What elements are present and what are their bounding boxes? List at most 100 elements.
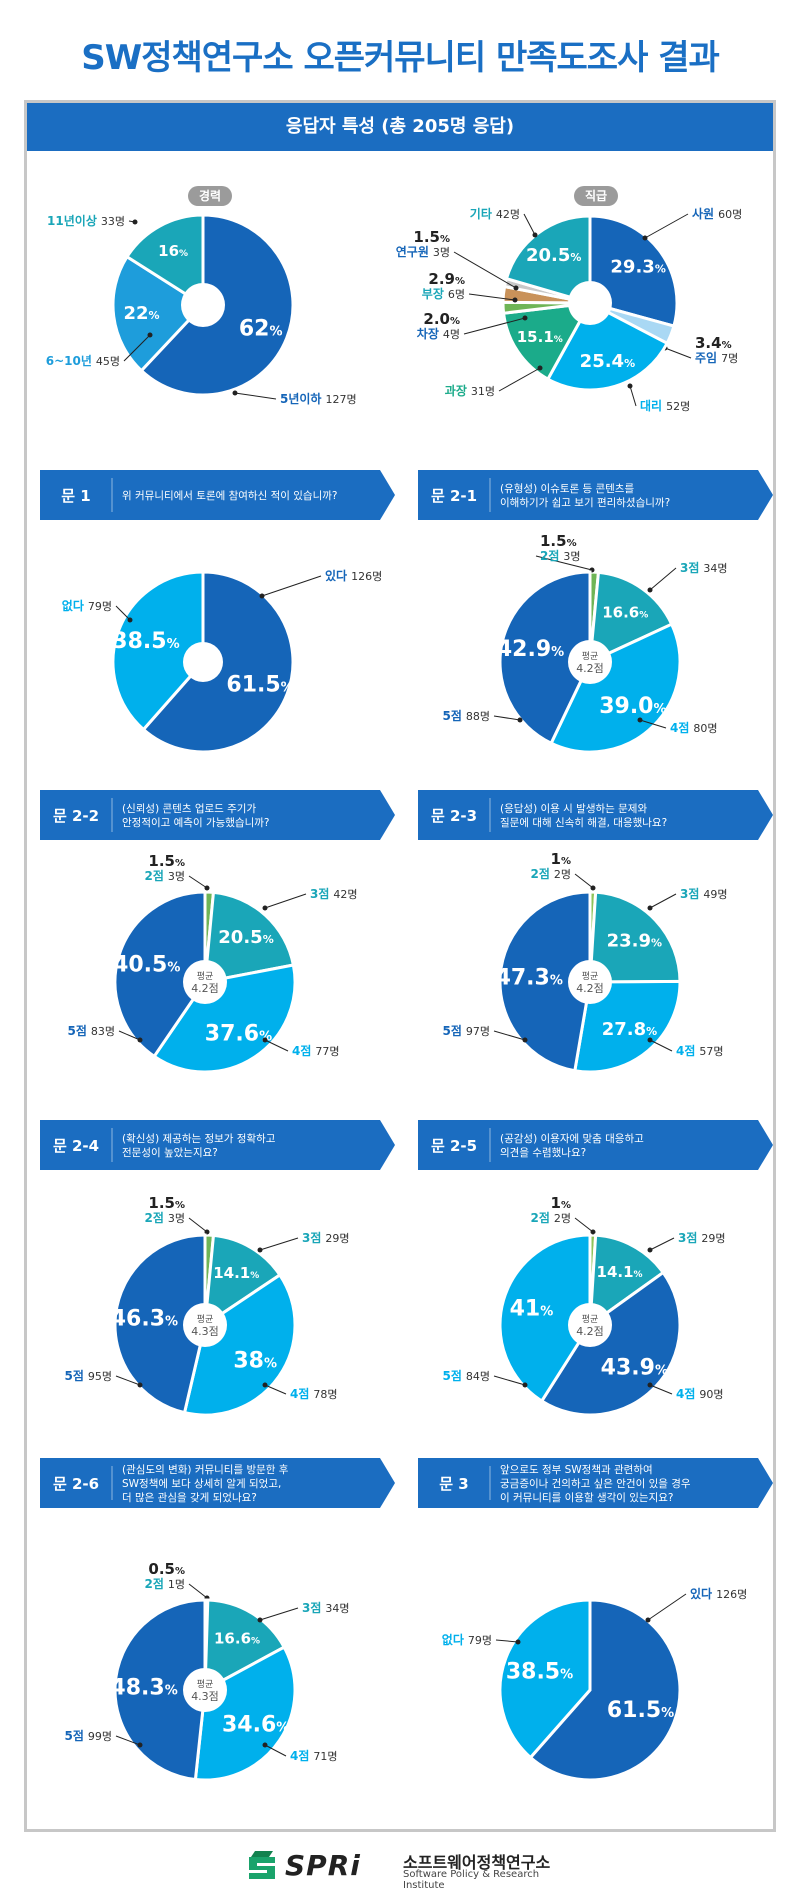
question-text: 의견을 수렴했나요?: [500, 1146, 586, 1159]
spri-logo: SPRi 소프트웨어정책연구소 Software Policy & Resear…: [245, 1845, 565, 1891]
pie-slice-4점: [573, 979, 682, 1074]
slice-label: 4점 71명: [290, 1748, 338, 1763]
question-number: 문 2-3: [431, 807, 477, 825]
average-label: 평균: [197, 971, 214, 982]
slice-label: 대리 52명: [640, 398, 690, 413]
leader-line: [453, 251, 517, 289]
slice-label: 2점 2명: [530, 866, 571, 881]
average-label: 평균: [197, 1679, 214, 1690]
slice-label: 5점 99명: [64, 1728, 112, 1743]
slice-percent-outside: 1.5%: [540, 532, 577, 550]
question-text: 전문성이 높았는지요?: [122, 1147, 218, 1159]
average-badge: [183, 960, 227, 1004]
pie-slice-없다: [111, 570, 205, 732]
question-text: (공감성) 이용자에 맞춤 대응하고: [500, 1132, 644, 1145]
slice-percent: 14.1%: [213, 1264, 259, 1282]
leader-line: [188, 875, 208, 889]
slice-percent-outside: 2.9%: [428, 270, 465, 288]
slice-label: 2점 2명: [530, 1210, 571, 1225]
slice-label: 없다 79명: [442, 1632, 492, 1647]
slice-label: 11년이상 33명: [47, 213, 125, 228]
slice-percent-outside: 0.5%: [148, 1560, 185, 1578]
slice-percent: 20.5%: [526, 245, 581, 266]
pie-slice-없다: [498, 1598, 592, 1760]
slice-percent-outside: 1%: [551, 850, 571, 868]
question-number: 문 2-2: [53, 807, 99, 825]
average-value: 4.2점: [576, 982, 604, 995]
slice-percent-outside: 1.5%: [148, 852, 185, 870]
pie-slice-4점: [193, 1645, 297, 1782]
donut-hole: [183, 642, 223, 682]
question-number: 문 2-6: [53, 1475, 99, 1493]
slice-percent: 61.5%: [226, 672, 293, 697]
slice-percent: 14.1%: [597, 1263, 643, 1281]
question-banner: [40, 470, 395, 520]
question-text: SW정책에 보다 상세히 알게 되었고,: [122, 1478, 281, 1490]
slice-label: 2점 1명: [144, 1576, 185, 1591]
section-header: 응답자 특성 (총 205명 응답): [27, 103, 773, 151]
category-pill-label: 직급: [585, 188, 607, 203]
slice-label: 과장 31명: [445, 383, 495, 398]
leader-line: [493, 1375, 526, 1386]
slice-percent: 29.3%: [610, 257, 665, 278]
leader-line: [498, 367, 541, 392]
leader-line: [115, 1375, 141, 1386]
page-title: SW정책연구소 오픈커뮤니티 만족도조사 결과: [81, 38, 720, 78]
slice-percent: 16.6%: [214, 1629, 260, 1647]
chart-q2-6: 문 2-6 (관심도의 변화) 커뮤니티를 방문한 후 SW정책에 보다 상세히 알…: [40, 1458, 395, 1782]
slice-percent: 15.1%: [517, 328, 563, 346]
org-name-english: Software Policy & Research Institute: [403, 1869, 540, 1891]
average-label: 평균: [197, 1314, 214, 1325]
question-text: (유형성) 이슈토론 등 콘텐츠를: [500, 483, 634, 495]
slice-label: 5점 95명: [64, 1368, 112, 1383]
slice-label: 4점 80명: [670, 720, 718, 735]
question-number: 문 1: [61, 487, 90, 505]
slice-percent: 41%: [510, 1297, 554, 1322]
question-banner: [40, 1458, 395, 1508]
slice-label: 사원 60명: [692, 206, 742, 221]
slice-label: 3점 34명: [680, 560, 728, 575]
question-banner: [40, 1120, 395, 1170]
leader-line: [664, 347, 692, 359]
question-number: 문 2-4: [53, 1137, 99, 1155]
leader-line: [639, 719, 667, 729]
chart-position: 직급 29.3% 사원 60명 3.4%주임 7명 25.4% 대리 52명 15.1% 과장 31명…: [396, 186, 742, 413]
slice-label: 3점 29명: [302, 1230, 350, 1245]
average-label: 평균: [582, 971, 599, 982]
average-badge: [568, 640, 612, 684]
pie-slice-11년이상: [124, 213, 205, 308]
leader-line: [495, 1639, 519, 1643]
logo-wordmark: SPRi: [285, 1849, 361, 1882]
slice-percent: 27.8%: [602, 1019, 657, 1040]
pie-slice-3점: [588, 1233, 666, 1329]
question-banner: [418, 1458, 773, 1508]
pie-slice-4점: [182, 1272, 297, 1417]
slice-percent: 23.9%: [607, 930, 662, 951]
slice-label: 있다 126명: [325, 568, 382, 583]
question-text: (신뢰성) 콘텐츠 업로드 주기가: [122, 802, 256, 815]
leader-line: [649, 1237, 675, 1251]
slice-percent: 20.5%: [218, 927, 273, 948]
leader-line: [649, 1039, 673, 1052]
average-badge: [183, 1303, 227, 1347]
slice-label: 5점 84명: [442, 1368, 490, 1383]
category-pill: [188, 186, 232, 206]
leader-line: [523, 213, 536, 236]
question-text: (관심도의 변화) 커뮤니티를 방문한 후: [122, 1464, 289, 1476]
pie-slice-5점: [113, 1233, 207, 1415]
question-text: 궁금증이나 건의하고 싶은 안건이 있을 경우: [500, 1477, 691, 1490]
average-badge: [568, 960, 612, 1004]
leader-line: [649, 567, 677, 591]
slice-label: 2점 3명: [144, 868, 185, 883]
pie-slice-3점: [203, 1233, 282, 1329]
slice-percent-outside: 1%: [551, 1194, 571, 1212]
slice-label: 주임 7명: [695, 351, 738, 365]
pie-slice-6~10년: [111, 254, 206, 373]
slice-label: 2점 3명: [144, 1210, 185, 1225]
slice-label: 3점 34명: [302, 1600, 350, 1615]
average-badge: [568, 1303, 612, 1347]
